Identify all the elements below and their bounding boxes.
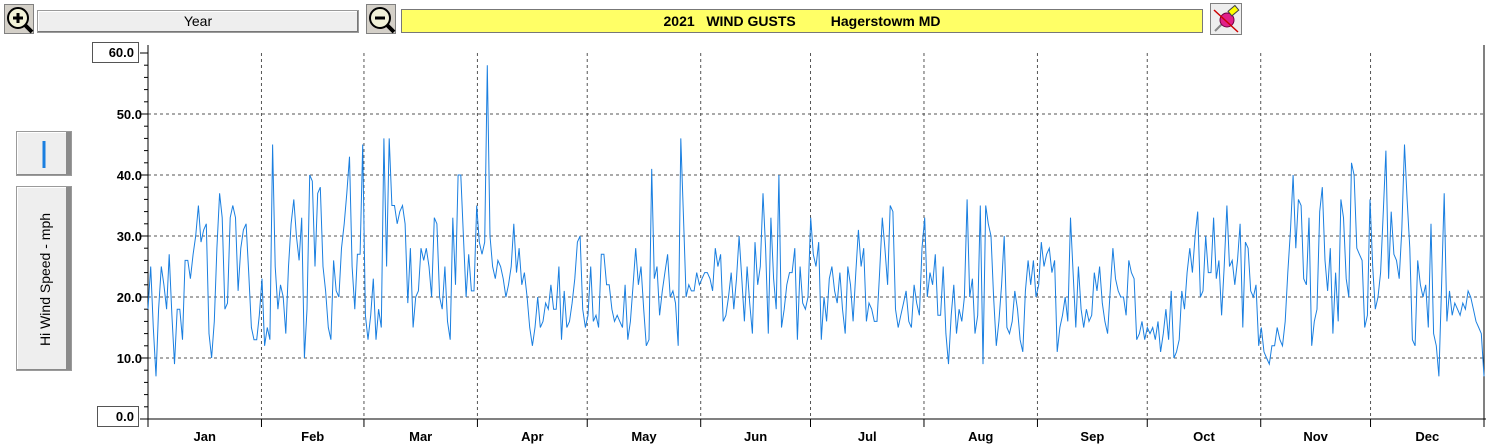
x-tick-label: Jun [744,429,767,444]
x-tick-label: Apr [521,429,543,444]
x-tick-label: Feb [301,429,324,444]
zoom-in-button[interactable] [4,4,34,34]
y-tick-label: 30.0 [117,229,142,244]
x-tick-label: Jul [858,429,877,444]
y-axis-label-button[interactable]: Hi Wind Speed - mph [16,186,72,371]
eraser-button[interactable] [1210,3,1242,35]
eraser-icon [1213,4,1240,33]
zoom-in-icon [7,7,34,34]
y-tick-label: 20.0 [117,290,142,305]
x-tick-label: May [631,429,657,444]
y-tick-label: 40.0 [117,168,142,183]
x-tick-label: Mar [409,429,432,444]
line-style-button[interactable] [16,131,72,176]
y-tick-bottom: 0.0 [97,406,139,427]
x-tick-label: Oct [1193,429,1215,444]
x-tick-label: Jan [194,429,216,444]
y-tick-label: 10.0 [117,351,142,366]
period-button[interactable]: Year [37,10,359,33]
zoom-out-icon [369,7,396,34]
y-tick-top: 60.0 [92,42,139,63]
chart-title: 2021 WIND GUSTS Hagerstowm MD [401,9,1203,33]
x-tick-label: Sep [1080,429,1104,444]
y-tick-label: 50.0 [117,107,142,122]
series-line [147,65,1485,377]
line-style-icon [42,141,46,168]
zoom-out-button[interactable] [366,4,396,34]
x-tick-label: Dec [1415,429,1439,444]
x-tick-label: Nov [1303,429,1328,444]
x-tick-label: Aug [968,429,993,444]
